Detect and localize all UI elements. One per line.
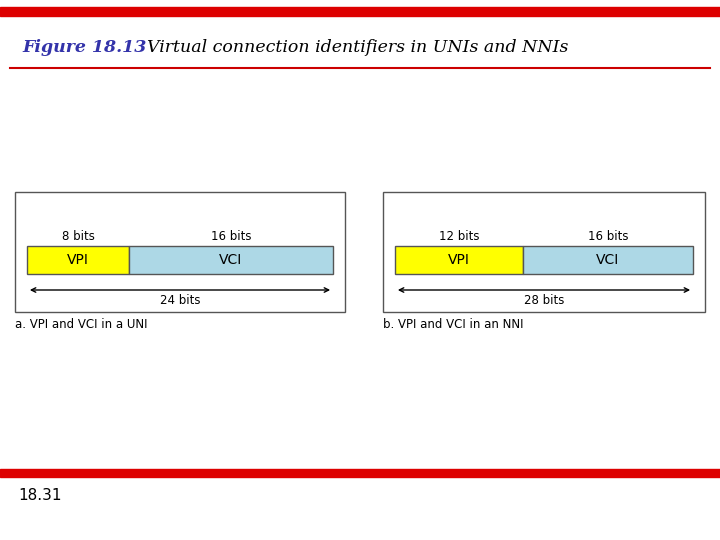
Text: VPI: VPI: [67, 253, 89, 267]
Text: 8 bits: 8 bits: [61, 231, 94, 244]
Text: VCI: VCI: [220, 253, 243, 267]
Text: 18.31: 18.31: [18, 488, 61, 503]
Text: VPI: VPI: [448, 253, 469, 267]
Text: 12 bits: 12 bits: [438, 231, 479, 244]
Text: 28 bits: 28 bits: [524, 294, 564, 307]
Text: Figure 18.13: Figure 18.13: [22, 39, 146, 57]
Bar: [129, 246, 333, 274]
Bar: [523, 246, 693, 274]
Bar: [395, 246, 523, 274]
Text: 16 bits: 16 bits: [211, 231, 251, 244]
Bar: [0, 469, 720, 477]
Text: Virtual connection identifiers in UNIs and NNIs: Virtual connection identifiers in UNIs a…: [136, 39, 568, 57]
Bar: [15, 192, 345, 312]
Text: 16 bits: 16 bits: [588, 231, 628, 244]
Bar: [0, 7, 720, 16]
Text: 24 bits: 24 bits: [160, 294, 200, 307]
Text: a. VPI and VCI in a UNI: a. VPI and VCI in a UNI: [15, 318, 148, 330]
Text: b. VPI and VCI in an NNI: b. VPI and VCI in an NNI: [383, 318, 523, 330]
Bar: [383, 192, 705, 312]
Bar: [27, 246, 129, 274]
Text: VCI: VCI: [596, 253, 619, 267]
